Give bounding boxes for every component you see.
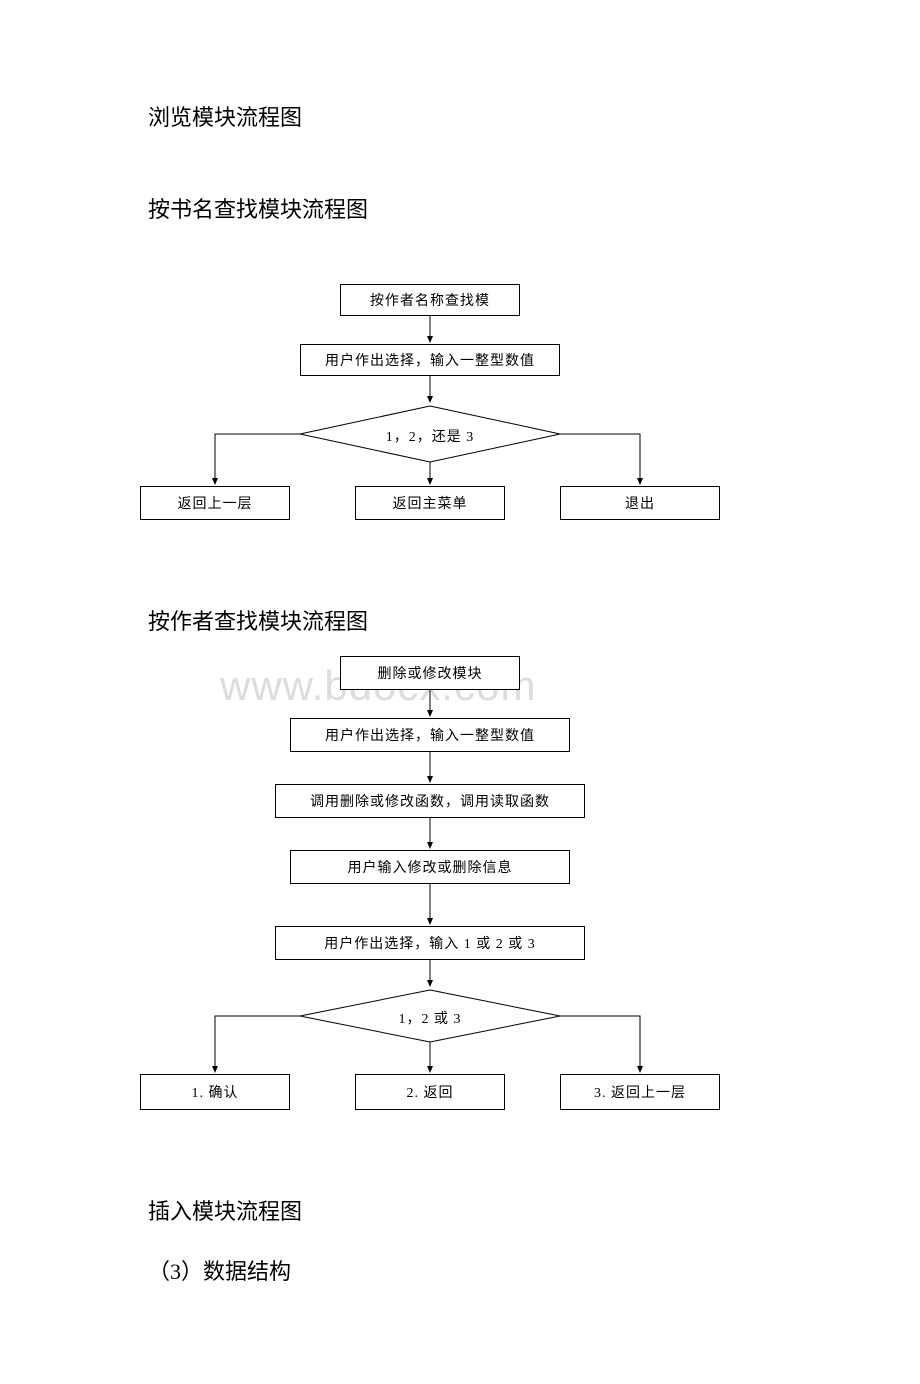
node-confirm: 1. 确认 <box>140 1074 290 1110</box>
node-label: 调用删除或修改函数，调用读取函数 <box>310 791 550 811</box>
node-label: 用户作出选择，输入 1 或 2 或 3 <box>324 933 536 953</box>
node-label: 按作者名称查找模 <box>370 290 490 310</box>
node-user-select-int: 用户作出选择，输入一整型数值 <box>290 718 570 752</box>
node-label: 1. 确认 <box>192 1082 239 1102</box>
heading-search-by-author: 按作者查找模块流程图 <box>148 604 920 636</box>
node-delete-modify-module: 删除或修改模块 <box>340 656 520 690</box>
decision-label: 1，2 或 3 <box>399 1012 462 1027</box>
node-user-select-123: 用户作出选择，输入 1 或 2 或 3 <box>275 926 585 960</box>
heading-insert-module: 插入模块流程图 <box>148 1194 920 1226</box>
node-return: 2. 返回 <box>355 1074 505 1110</box>
node-label: 返回主菜单 <box>393 493 468 513</box>
node-call-functions: 调用删除或修改函数，调用读取函数 <box>275 784 585 818</box>
node-label: 返回上一层 <box>178 493 253 513</box>
node-user-input-int: 用户作出选择，输入一整型数值 <box>300 344 560 376</box>
decision-1-2-3-b: 1，2 或 3 <box>380 1008 480 1028</box>
decision-label: 1，2，还是 3 <box>386 430 475 445</box>
node-label: 用户输入修改或删除信息 <box>348 857 513 877</box>
heading-data-structure: （3）数据结构 <box>148 1254 920 1286</box>
node-label: 退出 <box>625 493 655 513</box>
node-label: 用户作出选择，输入一整型数值 <box>325 725 535 745</box>
node-return-prev: 返回上一层 <box>140 486 290 520</box>
heading-browse-module: 浏览模块流程图 <box>148 100 920 132</box>
node-label: 删除或修改模块 <box>378 663 483 683</box>
flowchart-search-by-title: 按作者名称查找模 用户作出选择，输入一整型数值 1，2，还是 3 返回上一层 返… <box>140 284 860 544</box>
flowchart-delete-modify: www.bdocx.com 删除或修改模块 用户作出选择，输入一整型数值 <box>140 654 860 1134</box>
node-exit: 退出 <box>560 486 720 520</box>
node-return-prev-b: 3. 返回上一层 <box>560 1074 720 1110</box>
decision-1-2-3: 1，2，还是 3 <box>370 426 490 446</box>
node-user-input-info: 用户输入修改或删除信息 <box>290 850 570 884</box>
node-search-author-module: 按作者名称查找模 <box>340 284 520 316</box>
node-label: 2. 返回 <box>407 1082 454 1102</box>
node-label: 3. 返回上一层 <box>594 1082 686 1102</box>
node-return-main: 返回主菜单 <box>355 486 505 520</box>
heading-search-by-title: 按书名查找模块流程图 <box>148 192 920 224</box>
node-label: 用户作出选择，输入一整型数值 <box>325 350 535 370</box>
